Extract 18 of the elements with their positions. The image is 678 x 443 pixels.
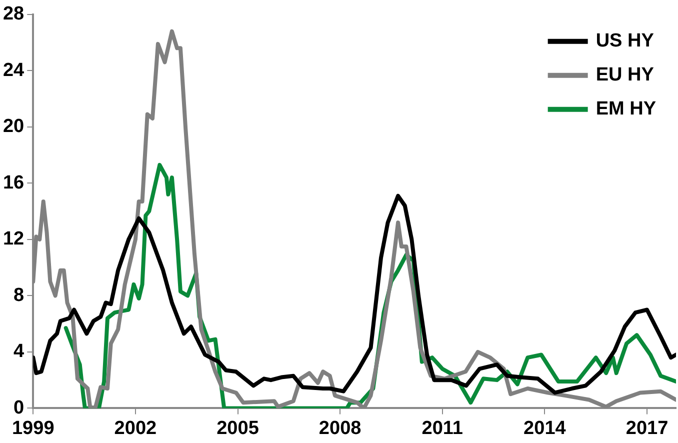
x-tick-label: 2017 [626, 418, 668, 439]
y-tick-label: 24 [2, 60, 25, 81]
legend-label: US HY [596, 30, 654, 52]
legend-label: EM HY [596, 98, 656, 120]
x-tick-label: 2011 [422, 418, 464, 439]
y-tick-label: 0 [14, 397, 24, 418]
x-tick-label: 2014 [524, 418, 566, 439]
x-tick-label: 2002 [114, 418, 157, 439]
y-tick-label: 8 [14, 284, 24, 306]
x-tick-label: 2008 [318, 418, 362, 439]
y-tick-label: 28 [2, 4, 24, 25]
legend-label: EU HY [596, 64, 654, 86]
y-tick-label: 12 [2, 228, 24, 250]
x-tick-label: 2005 [216, 418, 260, 439]
x-tick-label: 1999 [12, 418, 54, 439]
y-tick-label: 20 [2, 116, 24, 138]
y-tick-label: 4 [14, 341, 25, 362]
y-tick-label: 16 [2, 172, 24, 194]
